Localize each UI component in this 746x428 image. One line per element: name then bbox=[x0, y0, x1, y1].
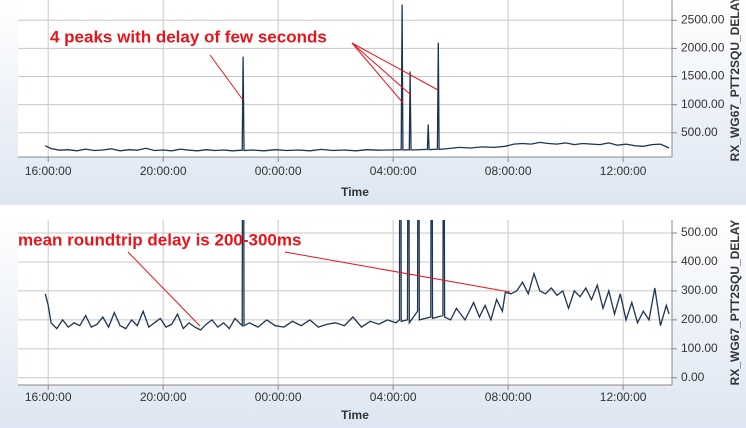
y-tick-label: 100.00 bbox=[681, 341, 718, 355]
x-tick-label: 00:00:00 bbox=[255, 390, 302, 404]
y-tick-label: 1500.00 bbox=[681, 69, 725, 83]
charts: 16:00:00 20:00:00 00:00:00 04:00:00 08:00:00… bbox=[18, 0, 742, 422]
series-line bbox=[45, 4, 670, 152]
x-tick-label: 04:00:00 bbox=[370, 390, 417, 404]
x-tick-label: 20:00:00 bbox=[140, 390, 187, 404]
arrow bbox=[127, 251, 201, 327]
y-tick-label: 1000.00 bbox=[681, 97, 725, 111]
arrow bbox=[351, 42, 439, 91]
x-axis-title: Time bbox=[341, 408, 369, 422]
plot-area bbox=[18, 0, 672, 157]
chart: 16:00:00 20:00:00 00:00:00 04:00:00 08:00:00… bbox=[18, 0, 742, 199]
x-tick-label: 08:00:00 bbox=[485, 390, 532, 404]
y-tick-label: 2500.00 bbox=[681, 12, 725, 26]
annotation-arrows bbox=[127, 42, 511, 327]
arrow bbox=[209, 54, 244, 101]
y-tick-label: 300.00 bbox=[681, 283, 718, 297]
x-tick-label: 12:00:00 bbox=[600, 390, 647, 404]
x-axis-title: Time bbox=[341, 185, 369, 199]
chart: 16:00:00 20:00:00 00:00:00 04:00:00 08:00:00… bbox=[18, 220, 742, 422]
arrow bbox=[351, 42, 404, 104]
x-tick-label: 12:00:00 bbox=[600, 164, 647, 178]
y-axis-title: RX_WG67_PTT2SQU_DELAY bbox=[728, 0, 742, 161]
y-tick-label: 500.00 bbox=[681, 125, 718, 139]
annotation: mean roundtrip delay is 200-300ms bbox=[18, 230, 301, 249]
series-line bbox=[44, 220, 670, 331]
x-tick-label: 16:00:00 bbox=[25, 390, 72, 404]
y-tick-label: 0.00 bbox=[681, 370, 705, 384]
y-tick-label: 2000.00 bbox=[681, 41, 725, 55]
y-axis-title: RX_WG67_PTT2SQU_DELAY bbox=[728, 220, 742, 386]
arrow bbox=[284, 251, 511, 293]
x-tick-label: 16:00:00 bbox=[25, 164, 72, 178]
y-tick-label: 500.00 bbox=[681, 225, 718, 239]
x-tick-label: 04:00:00 bbox=[370, 164, 417, 178]
y-tick-label: 200.00 bbox=[681, 312, 718, 326]
y-tick-label: 400.00 bbox=[681, 254, 718, 268]
annotation: 4 peaks with delay of few seconds bbox=[50, 27, 327, 46]
x-tick-label: 08:00:00 bbox=[485, 164, 532, 178]
plot-area bbox=[18, 220, 672, 385]
x-tick-label: 00:00:00 bbox=[255, 164, 302, 178]
arrow bbox=[351, 42, 412, 96]
x-tick-label: 20:00:00 bbox=[140, 164, 187, 178]
